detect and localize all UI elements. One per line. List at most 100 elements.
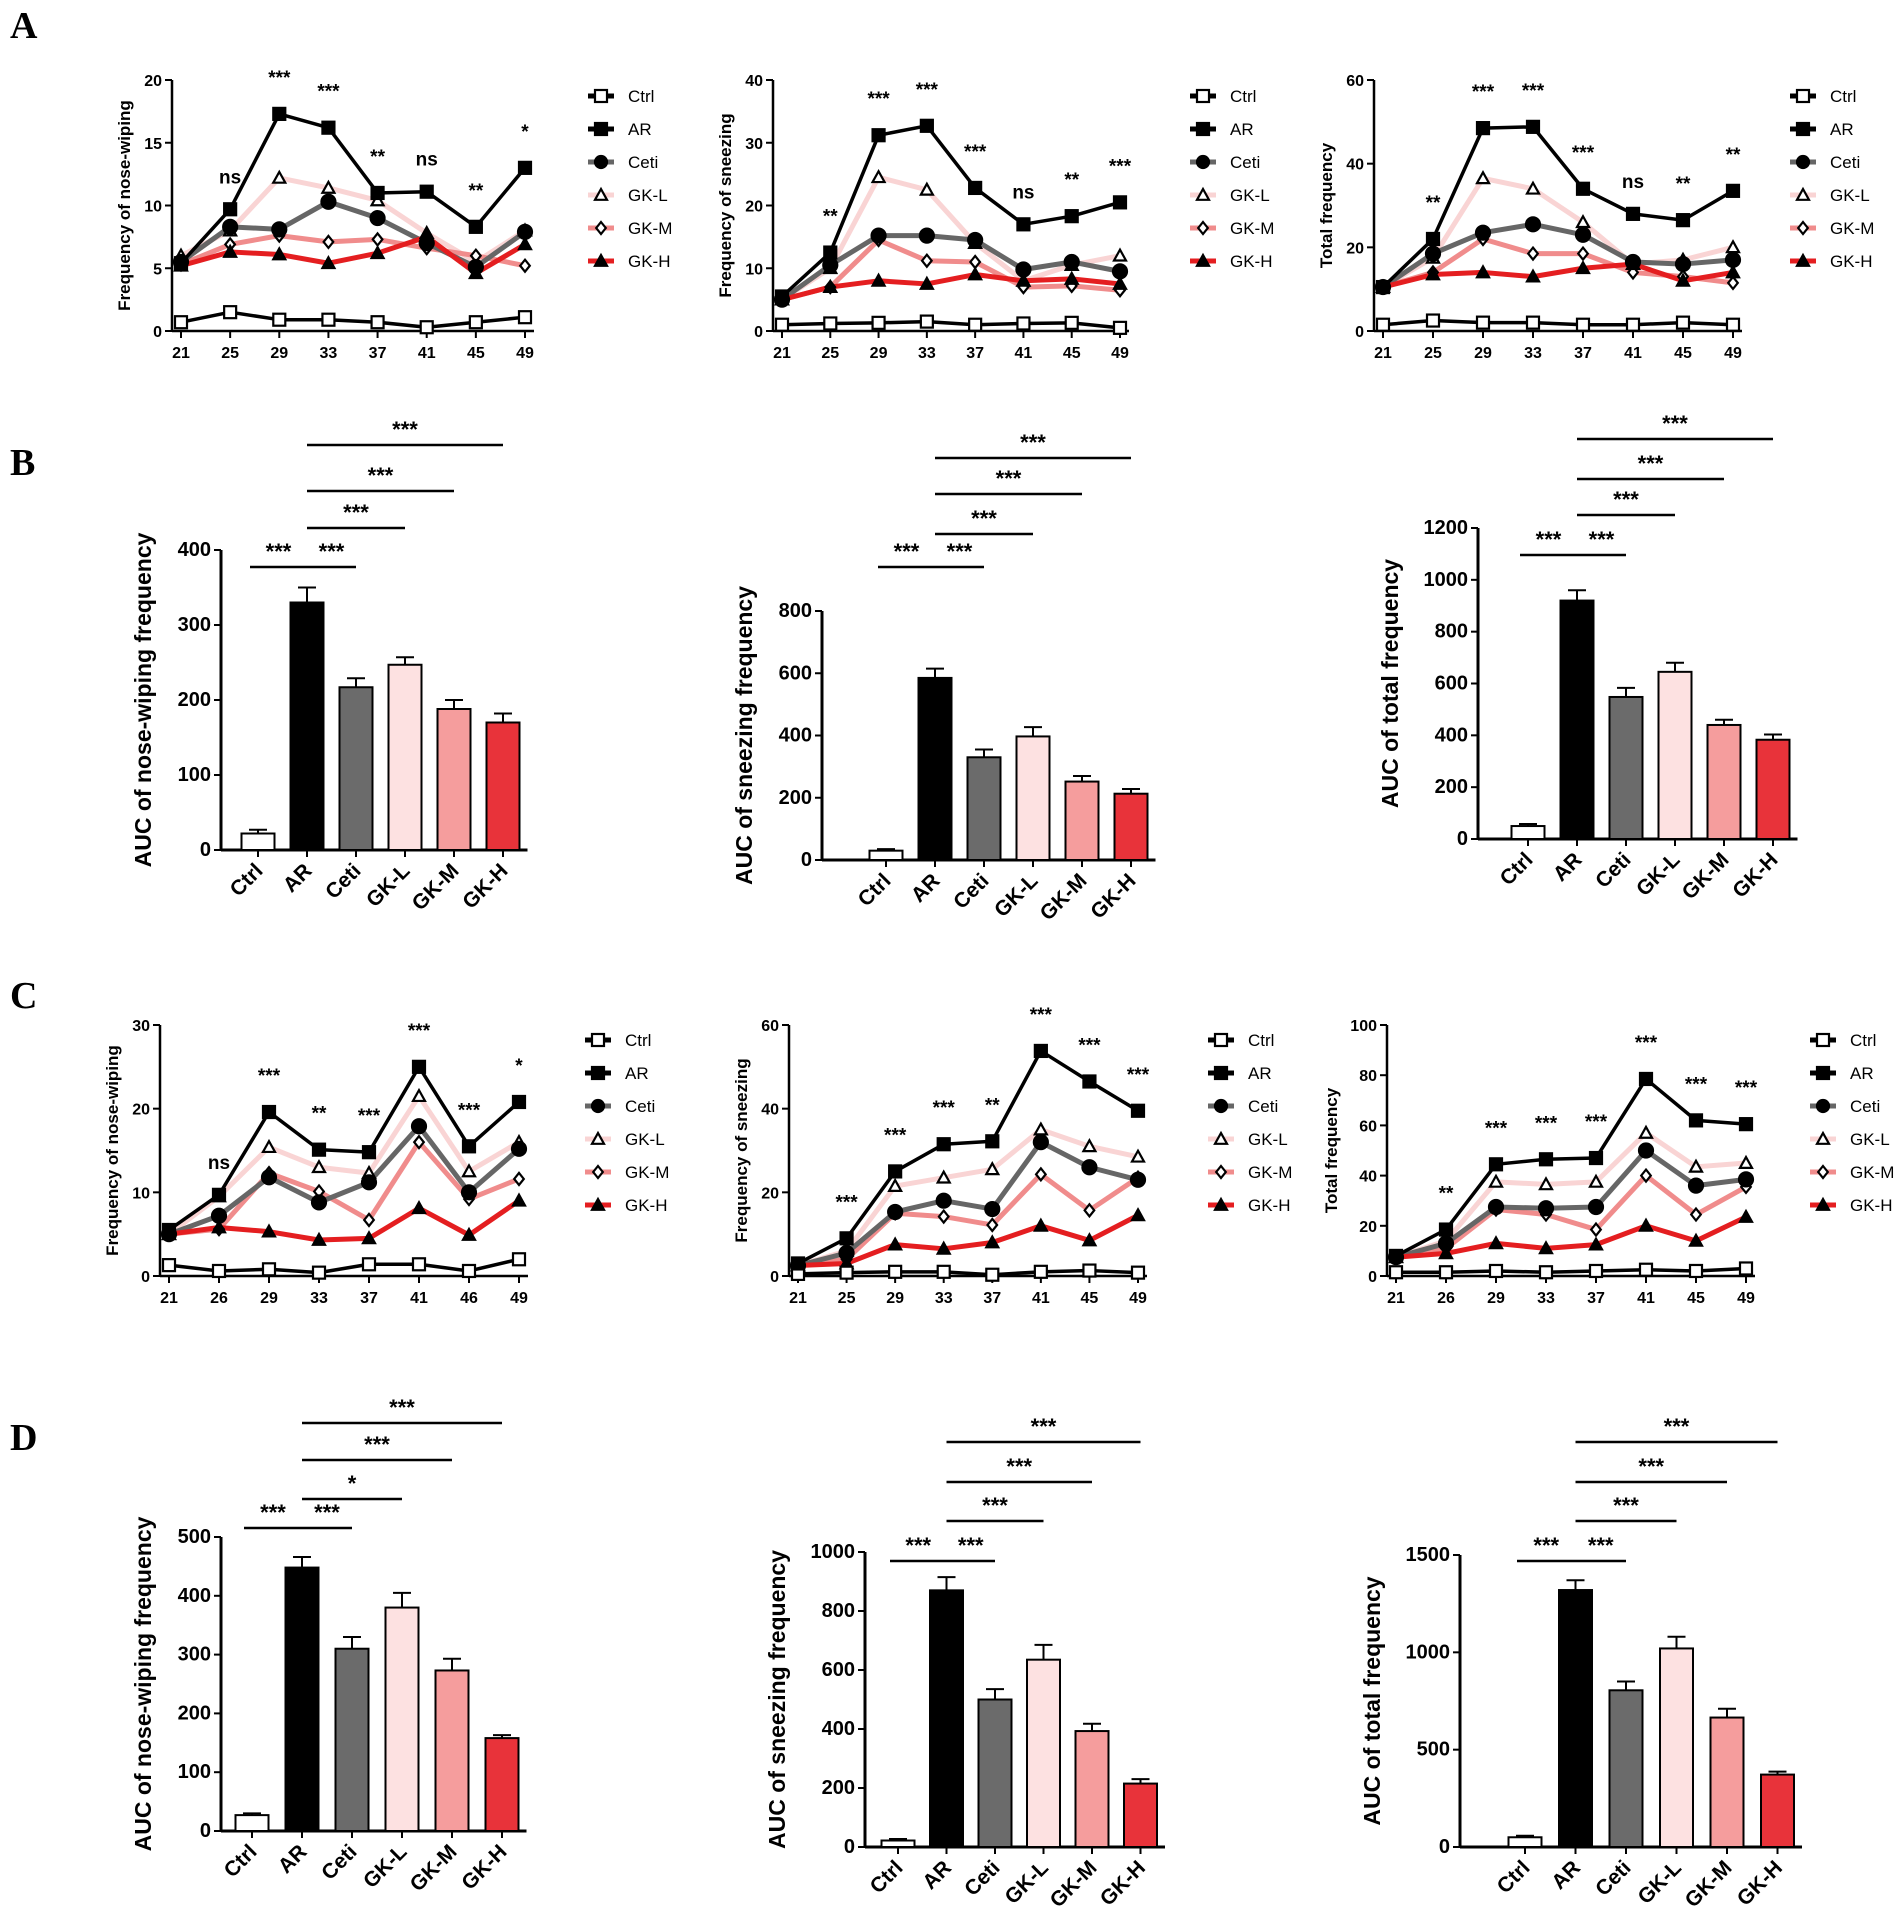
data-point-ceti <box>1063 253 1080 271</box>
comparison-label: *** <box>1664 1414 1690 1439</box>
series-line-gk-l <box>797 1127 1139 1268</box>
x-tick-label: 45 <box>1687 1290 1705 1307</box>
data-point-ar <box>272 106 287 121</box>
data-point-gk-l <box>320 179 337 194</box>
y-axis-label: Frequency of nose-wiping <box>115 100 134 311</box>
data-point-ar <box>411 1059 427 1074</box>
comparison-label: *** <box>343 500 369 525</box>
x-tick-label: 37 <box>1574 345 1592 362</box>
x-tick-label: 21 <box>172 345 190 362</box>
legend-label: AR <box>1830 120 1854 139</box>
data-point-ar <box>173 256 189 271</box>
significance-annotation: ns <box>219 167 241 188</box>
data-point-gk-h <box>1015 272 1032 287</box>
x-tick-label: 29 <box>1474 345 1492 362</box>
series-line-ceti <box>168 1123 521 1237</box>
data-point-ar <box>1525 119 1541 134</box>
x-tick-label: 33 <box>1524 345 1542 362</box>
bar-ar <box>929 1589 964 1848</box>
category-label: Ceti <box>1591 1856 1635 1900</box>
bar-ceti <box>1608 1689 1644 1848</box>
bar-ctrl <box>234 1814 270 1833</box>
data-point-ctrl <box>461 1263 477 1279</box>
legend-label: GK-M <box>1850 1163 1894 1182</box>
series-line-gk-h <box>168 1198 521 1243</box>
legend-marker-gk-l <box>1795 186 1811 201</box>
y-tick-label: 100 <box>1350 1018 1377 1035</box>
comparison-label: *** <box>971 506 997 531</box>
legend-label: AR <box>1230 120 1254 139</box>
data-point-gk-h <box>1738 1208 1754 1223</box>
y-tick-label: 20 <box>761 1185 779 1202</box>
significance-annotation: *** <box>1127 1065 1150 1086</box>
legend-label: GK-M <box>1248 1163 1292 1182</box>
panel-label-d: D <box>10 1417 37 1459</box>
legend-marker-ceti <box>1213 1098 1229 1114</box>
x-tick-label: 25 <box>821 345 839 362</box>
series-line-ceti <box>179 199 527 270</box>
data-point-ar <box>1538 1152 1554 1167</box>
y-tick-label: 1000 <box>1406 1641 1451 1663</box>
category-label: Ctrl <box>854 869 896 911</box>
bar-gk-m <box>436 708 472 851</box>
data-point-ctrl <box>361 1257 377 1272</box>
legend-marker-ar <box>590 1065 606 1081</box>
category-label: AR <box>1547 1856 1585 1894</box>
data-point-ctrl <box>1425 313 1441 328</box>
data-point-ar <box>1064 209 1079 224</box>
data-point-ctrl <box>1488 1263 1504 1279</box>
data-point-ar <box>1588 1150 1604 1166</box>
comparison-label: *** <box>392 417 418 442</box>
data-point-gk-l <box>1081 1138 1098 1153</box>
y-tick-label: 200 <box>1435 776 1468 798</box>
y-tick-label: 80 <box>1359 1068 1377 1085</box>
x-tick-label: 49 <box>510 1290 528 1307</box>
data-point-ctrl <box>1112 320 1128 335</box>
comparison-label: *** <box>1589 527 1615 552</box>
data-point-ctrl <box>1725 317 1741 332</box>
data-point-gk-h <box>1130 1207 1146 1222</box>
data-point-gk-h <box>320 254 337 270</box>
legend-marker-ctrl <box>1195 88 1211 104</box>
bar-gk-l <box>384 1606 420 1833</box>
data-point-ceti <box>918 227 935 244</box>
legend-marker-ar <box>1195 121 1211 137</box>
data-point-ceti <box>1424 245 1442 262</box>
data-point-ceti <box>967 231 984 249</box>
legend-label: GK-L <box>1830 186 1870 205</box>
data-point-gk-h <box>1575 259 1591 275</box>
data-point-ceti <box>870 227 887 244</box>
category-label: AR <box>907 869 945 907</box>
comparison-label: *** <box>266 539 292 564</box>
legend-label: Ceti <box>1248 1097 1278 1116</box>
bar-gk-l <box>387 663 423 851</box>
panel-label-b: B <box>10 442 35 484</box>
y-tick-label: 40 <box>1359 1169 1377 1186</box>
series-line-ctrl <box>1382 318 1734 327</box>
y-tick-label: 0 <box>1355 324 1364 341</box>
y-tick-label: 800 <box>779 600 812 622</box>
significance-annotation: *** <box>964 142 987 163</box>
y-tick-label: 400 <box>178 539 211 561</box>
y-tick-label: 0 <box>1368 1269 1377 1286</box>
data-point-gk-h <box>1438 1245 1454 1260</box>
data-point-ceti <box>310 1194 328 1211</box>
data-point-ctrl <box>1675 315 1691 330</box>
data-point-gk-h <box>369 244 386 260</box>
data-point-ceti <box>1487 1198 1505 1216</box>
series-line-gk-m <box>797 1171 1140 1269</box>
data-point-ctrl <box>173 315 189 330</box>
significance-annotation: *** <box>835 1192 858 1213</box>
data-point-gk-h <box>887 1236 904 1251</box>
comparison-label: *** <box>1031 1414 1057 1439</box>
y-axis-label: Frequency of sneezing <box>716 113 735 297</box>
data-point-ar <box>1638 1071 1654 1087</box>
data-point-gk-h <box>870 272 887 287</box>
data-point-ceti <box>1737 1171 1755 1188</box>
significance-annotation: ns <box>208 1153 230 1174</box>
legend-marker-ceti <box>1195 154 1211 170</box>
data-point-ceti <box>1081 1159 1098 1176</box>
legend-marker-ar <box>593 121 609 137</box>
bar-gk-l <box>1659 1647 1694 1848</box>
data-point-gk-l <box>261 1138 277 1154</box>
